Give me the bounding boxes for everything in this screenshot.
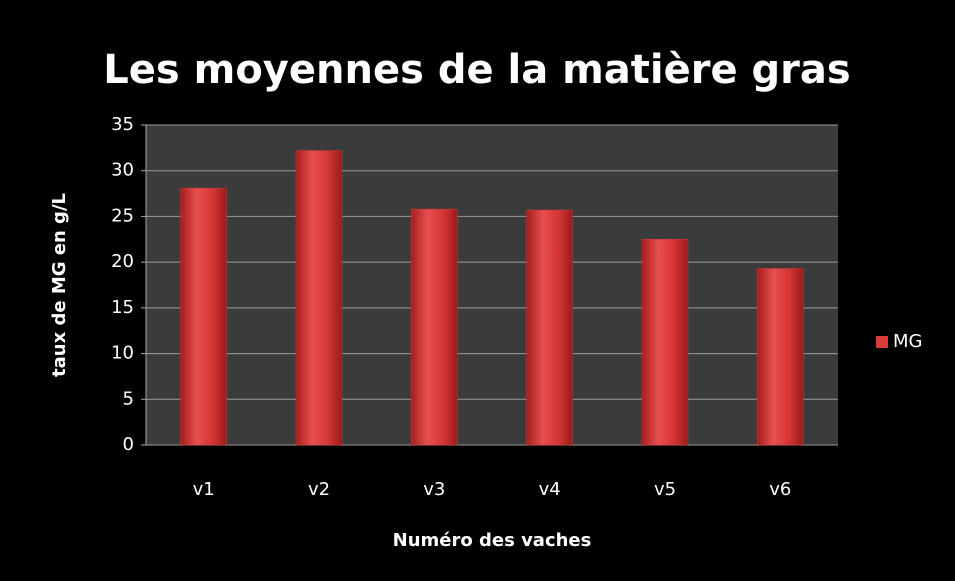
x-tick-label: v1 <box>193 479 215 500</box>
y-tick-label: 20 <box>111 251 134 272</box>
bar <box>411 208 458 446</box>
bar <box>757 268 804 446</box>
y-tick-label: 30 <box>111 160 134 181</box>
bar <box>295 150 343 446</box>
x-tick-label: v2 <box>308 479 330 500</box>
y-tick-label: 0 <box>123 434 134 455</box>
plot-area <box>146 125 838 445</box>
x-tick-label: v5 <box>654 479 676 500</box>
y-tick-label: 35 <box>111 114 134 135</box>
bar <box>180 187 227 446</box>
x-tick-label: v3 <box>423 479 445 500</box>
y-tick-label: 5 <box>123 388 134 409</box>
y-tick-label: 10 <box>111 343 134 364</box>
y-tick-label: 15 <box>111 297 134 318</box>
x-tick-label: v4 <box>539 479 561 500</box>
bar <box>526 209 573 446</box>
bar <box>641 239 689 446</box>
y-axis-label: taux de MG en g/L <box>49 193 70 377</box>
legend-swatch <box>876 336 888 348</box>
y-tick-label: 25 <box>111 205 134 226</box>
x-tick-label: v6 <box>769 479 791 500</box>
chart-title: Les moyennes de la matière gras <box>103 47 850 93</box>
legend-label: MG <box>893 331 922 352</box>
x-axis-label: Numéro des vaches <box>393 530 592 551</box>
